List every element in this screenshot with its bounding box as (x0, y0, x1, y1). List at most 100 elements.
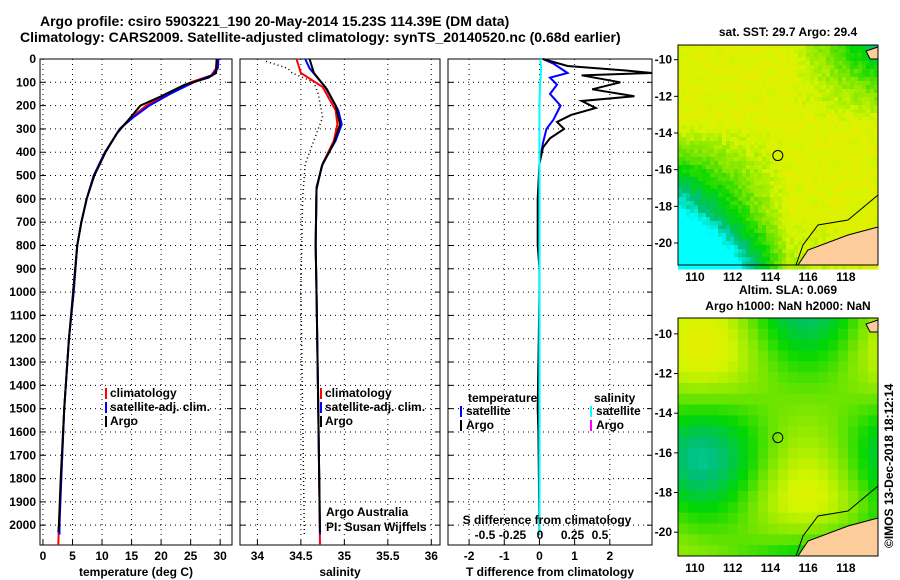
map-cell (738, 426, 749, 438)
map-cell (818, 77, 823, 82)
map-cell (806, 233, 811, 238)
map-cell (874, 265, 879, 270)
map-cell (858, 328, 869, 341)
map-cell (722, 245, 727, 250)
map-x-tick-label: 114 (761, 270, 781, 284)
map-cell (690, 213, 695, 218)
map-cell (814, 97, 819, 102)
map-cell (754, 161, 759, 166)
map-cell (758, 161, 763, 166)
map-cell (782, 249, 787, 254)
map-cell (818, 113, 823, 118)
map-cell (846, 101, 851, 106)
map-cell (862, 105, 867, 110)
map-cell (838, 458, 849, 470)
map-cell (798, 153, 803, 158)
map-cell (746, 173, 751, 178)
map-cell (722, 129, 727, 134)
map-cell (718, 113, 723, 118)
map-cell (682, 101, 687, 106)
map-cell (758, 328, 769, 341)
map-cell (848, 350, 859, 362)
map-cell (738, 97, 743, 102)
map-cell (714, 165, 719, 170)
map-cell (848, 458, 859, 470)
map-cell (690, 129, 695, 134)
map-cell (842, 197, 847, 202)
map-cell (678, 113, 683, 118)
map-cell (758, 113, 763, 118)
map-cell (768, 382, 779, 395)
map-cell (850, 153, 855, 158)
map-cell (828, 339, 839, 351)
map-cell (748, 458, 759, 470)
map-cell (742, 117, 747, 122)
map-cell (798, 185, 803, 190)
map-cell (678, 161, 683, 166)
map-cell (850, 65, 855, 70)
map-cell (706, 53, 711, 58)
map-cell (862, 65, 867, 70)
map-cell (722, 253, 727, 258)
map-cell (702, 85, 707, 90)
map-cell (850, 161, 855, 166)
map-cell (702, 265, 707, 270)
map-cell (770, 189, 775, 194)
map-cell (714, 141, 719, 146)
map-cell (854, 93, 859, 98)
map-cell (810, 69, 815, 74)
map-cell (850, 49, 855, 54)
map-cell (682, 177, 687, 182)
map-cell (766, 157, 771, 162)
map-cell (818, 153, 823, 158)
map-cell (766, 73, 771, 78)
map-cell (702, 225, 707, 230)
map-cell (830, 93, 835, 98)
map-cell (826, 57, 831, 62)
map-cell (766, 253, 771, 258)
map-cell (798, 245, 803, 250)
map-cell (806, 45, 811, 50)
map-cell (778, 57, 783, 62)
map-cell (722, 81, 727, 86)
map-cell (798, 81, 803, 86)
map-cell (794, 93, 799, 98)
map-cell (766, 109, 771, 114)
map-cell (718, 253, 723, 258)
map-cell (678, 229, 683, 234)
map-cell (746, 101, 751, 106)
map-cell (850, 213, 855, 218)
map-cell (826, 109, 831, 114)
map-cell (718, 53, 723, 58)
map-cell (678, 225, 683, 230)
map-cell (738, 241, 743, 246)
map-cell (682, 201, 687, 206)
map-cell (726, 237, 731, 242)
salinity-panel: 34 34.5 35 35.5 36salinityclimatologysatelli… (239, 58, 441, 579)
map-cell (862, 213, 867, 218)
map-cell (758, 85, 763, 90)
map-cell (722, 185, 727, 190)
map-cell (706, 165, 711, 170)
map-cell (726, 105, 731, 110)
map-cell (738, 213, 743, 218)
map-cell (778, 253, 783, 258)
map-cell (786, 97, 791, 102)
map-cell (738, 257, 743, 262)
y-tick-label: 1800 (9, 472, 36, 486)
map-cell (734, 221, 739, 226)
map-cell (726, 165, 731, 170)
map-cell (754, 261, 759, 266)
map-cell (766, 133, 771, 138)
map-cell (786, 45, 791, 50)
map-cell (714, 249, 719, 254)
map-cell (702, 121, 707, 126)
map-cell (778, 53, 783, 58)
map-cell (774, 121, 779, 126)
map-cell (778, 245, 783, 250)
map-cell (794, 221, 799, 226)
map-cell (798, 415, 809, 427)
map-cell (722, 169, 727, 174)
map-cell (838, 145, 843, 150)
map-cell (698, 121, 703, 126)
